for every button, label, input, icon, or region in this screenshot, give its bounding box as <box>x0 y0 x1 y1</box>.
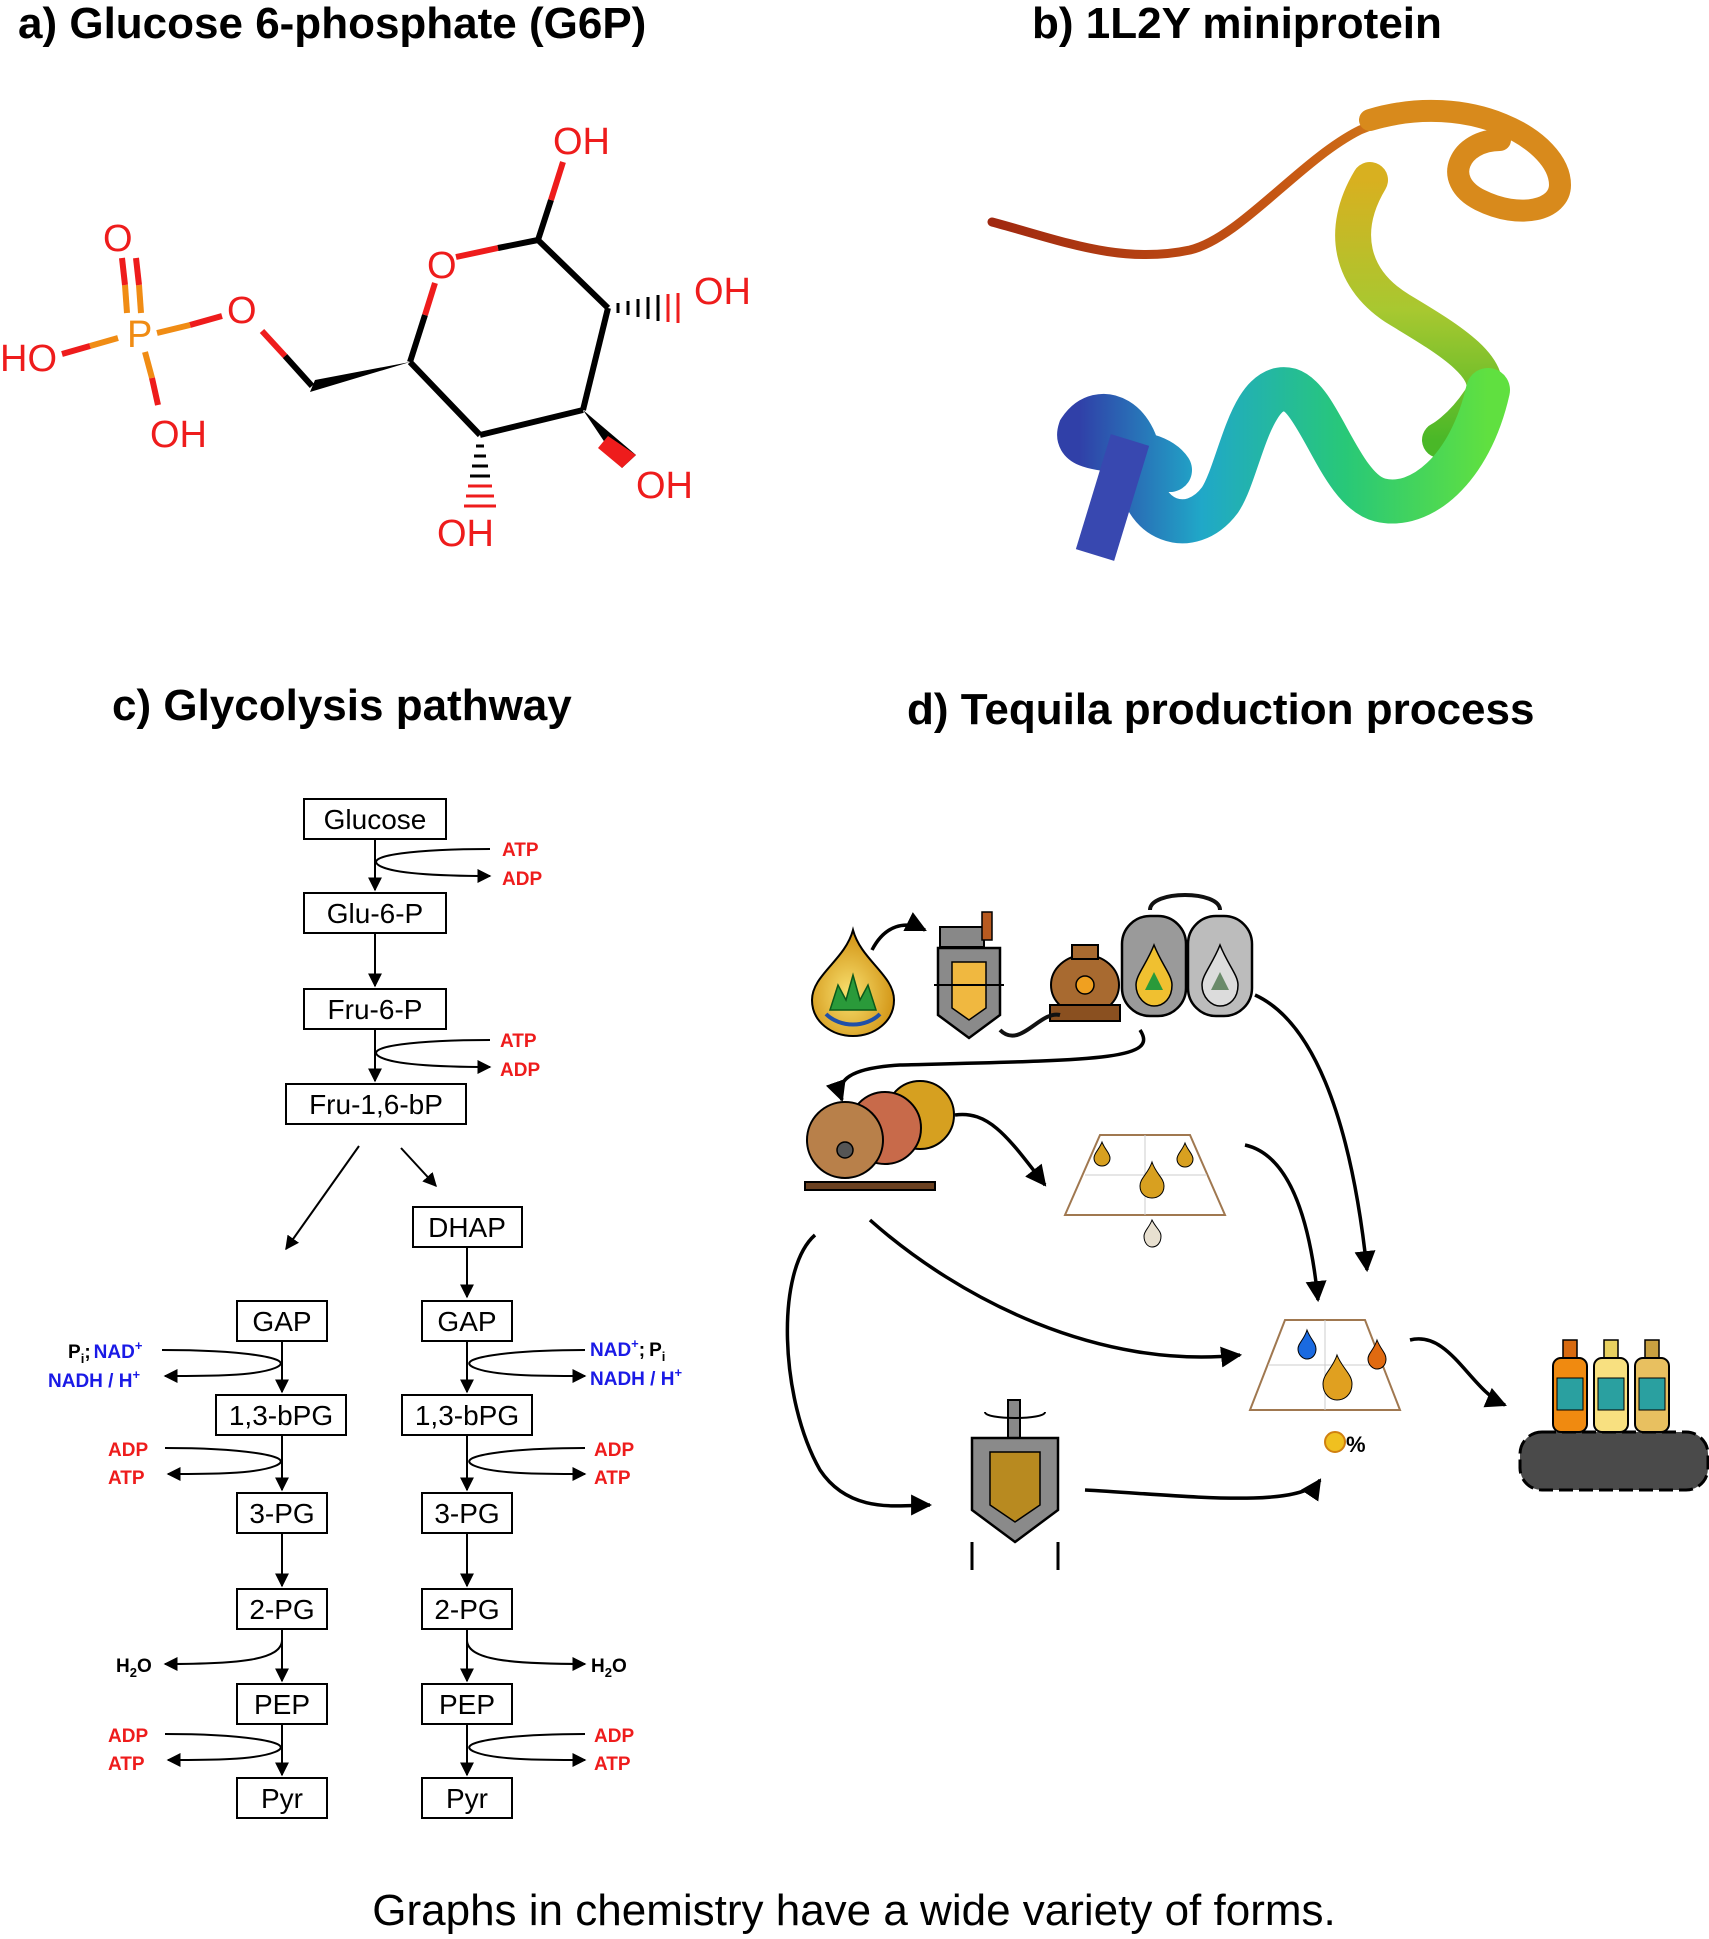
label-gap-right: GAP <box>437 1306 496 1337</box>
cof-adp-left-1: ADP <box>108 1440 148 1461</box>
atom-oh-c3: OH <box>636 465 693 507</box>
label-bpg-left: 1,3-bPG <box>229 1400 333 1431</box>
panel-c-title: c) Glycolysis pathway <box>112 681 572 730</box>
cof-h2o-left: H2O <box>116 1656 152 1680</box>
final-grid-icon: % <box>1248 1319 1402 1457</box>
cof-atp-right-1: ATP <box>594 1468 631 1489</box>
percent-label: % <box>1346 1432 1366 1457</box>
atom-o-ester: O <box>227 290 257 332</box>
panel-d-title: d) Tequila production process <box>907 685 1534 734</box>
cof-nad-pi-right: NAD+; Pi <box>590 1336 665 1364</box>
label-gap-left: GAP <box>252 1306 311 1337</box>
atom-oh-c2: OH <box>694 271 751 313</box>
cof-adp-2: ADP <box>500 1060 540 1081</box>
node-glu6p <box>303 892 447 934</box>
atom-oh-c4: OH <box>437 513 494 555</box>
atom-oh-phosphate: OH <box>150 414 207 456</box>
label-bpg-right: 1,3-bPG <box>415 1400 519 1431</box>
label-glucose: Glucose <box>324 804 427 835</box>
atom-ho-phosphate: HO <box>0 338 57 380</box>
cof-atp-1: ATP <box>502 840 539 861</box>
cof-adp-right-1: ADP <box>594 1440 634 1461</box>
label-2pg-left: 2-PG <box>249 1594 314 1625</box>
bottles-conveyor-icon <box>1518 1339 1709 1492</box>
label-glu6p: Glu-6-P <box>327 898 423 929</box>
panel-b-title: b) 1L2Y miniprotein <box>1032 0 1442 48</box>
cof-adp-1: ADP <box>502 869 542 890</box>
node-dhap <box>412 1206 523 1248</box>
node-pyr-right <box>421 1777 513 1819</box>
figure-caption: Graphs in chemistry have a wide variety … <box>372 1886 1335 1935</box>
cof-atp-right-2: ATP <box>594 1754 631 1775</box>
cof-nadh-right: NADH / H+ <box>590 1365 682 1390</box>
node-2pg-right <box>421 1588 513 1630</box>
glycolysis-right-branch: GAP 1,3-bPG 3-PG 2-PG PEP Pyr NAD+; Pi NA… <box>401 1300 682 1819</box>
node-bpg-right <box>401 1394 533 1436</box>
cof-atp-2: ATP <box>500 1031 537 1052</box>
fermentation-tanks-icon <box>1120 893 1254 1018</box>
aging-barrels-icon <box>804 1080 955 1191</box>
label-pep-left: PEP <box>254 1689 310 1720</box>
label-pyr-left: Pyr <box>261 1783 303 1814</box>
tasting-grid-icon <box>1063 1134 1227 1248</box>
atom-o-ring: O <box>427 245 457 287</box>
cof-adp-left-2: ADP <box>108 1726 148 1747</box>
node-pep-right <box>421 1683 513 1725</box>
label-fru6p: Fru-6-P <box>328 994 423 1025</box>
label-3pg-left: 3-PG <box>249 1498 314 1529</box>
label-pep-right: PEP <box>439 1689 495 1720</box>
node-fru6p <box>303 988 447 1030</box>
reactor-icon <box>970 1399 1060 1570</box>
label-2pg-right: 2-PG <box>434 1594 499 1625</box>
protein-ribbon <box>987 100 1572 561</box>
agave-drop-icon <box>810 926 896 1038</box>
cof-h2o-right: H2O <box>591 1656 627 1680</box>
oven-icon <box>934 911 1004 1040</box>
node-3pg-right <box>421 1492 513 1534</box>
cof-pi-nad-left: Pi; NAD+ <box>68 1338 143 1366</box>
atom-oh-c1: OH <box>553 121 610 163</box>
glycolysis-left-branch: GAP 1,3-bPG 3-PG 2-PG PEP Pyr Pi; NAD+ NA… <box>48 1300 347 1819</box>
cof-atp-left-2: ATP <box>108 1754 145 1775</box>
node-fru16bp <box>285 1083 467 1125</box>
node-bpg-left <box>215 1394 347 1436</box>
g6p-structure: O P HO OH O O OH OH OH OH <box>0 121 751 555</box>
cof-adp-right-2: ADP <box>594 1726 634 1747</box>
panel-a-title: a) Glucose 6-phosphate (G6P) <box>18 0 646 48</box>
node-gap-right <box>421 1300 513 1342</box>
label-fru16bp: Fru-1,6-bP <box>309 1089 443 1120</box>
label-pyr-right: Pyr <box>446 1783 488 1814</box>
label-3pg-right: 3-PG <box>434 1498 499 1529</box>
cof-nadh-left: NADH / H+ <box>48 1367 140 1392</box>
label-dhap: DHAP <box>428 1212 506 1243</box>
atom-phosphorus: P <box>127 314 152 356</box>
atom-o-double: O <box>103 218 133 260</box>
node-pyr-left <box>236 1777 328 1819</box>
tequila-process: % <box>785 893 1709 1570</box>
still-icon <box>998 944 1121 1038</box>
glycolysis-diagram: Glucose Glu-6-P Fru-6-P Fru-1,6-bP ATP A… <box>48 798 682 1819</box>
cof-atp-left-1: ATP <box>108 1468 145 1489</box>
